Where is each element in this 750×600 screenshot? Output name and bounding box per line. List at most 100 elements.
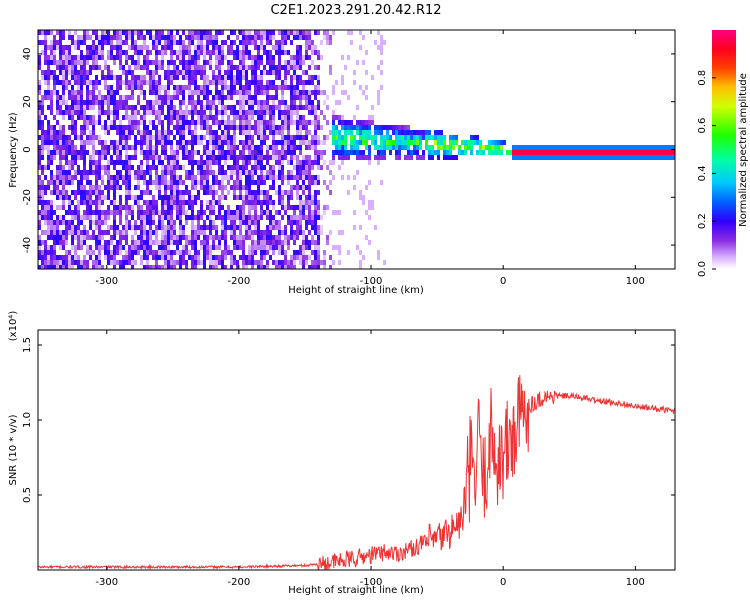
spectrogram-cell (344, 90, 347, 95)
spectrogram-cell (140, 35, 143, 40)
spectrogram-cell (239, 80, 242, 85)
spectrogram-cell (245, 55, 248, 60)
spectrogram-cell (125, 260, 128, 265)
spectrogram-cell (38, 30, 41, 35)
spectrogram-cell (254, 210, 257, 215)
spectrogram-cell (86, 195, 89, 200)
spectrogram-cell (305, 245, 308, 250)
spectrogram-cell (275, 95, 278, 100)
spectrogram-cell (338, 155, 341, 160)
spectrogram-cell (125, 50, 128, 55)
spectrogram-cell (278, 175, 281, 180)
spectrogram-cell (260, 140, 263, 145)
spectrogram-cell (164, 95, 167, 100)
spectrogram-cell (131, 115, 134, 120)
spectrogram-cell (245, 175, 248, 180)
spectrogram-cell (377, 255, 380, 260)
spectrogram-cell (122, 135, 125, 140)
spectrogram-cell (245, 30, 248, 35)
spectrogram-cell (281, 230, 284, 235)
spectrogram-cell (152, 45, 155, 50)
spectrogram-cell (218, 205, 221, 210)
spectrogram-cell (53, 210, 56, 215)
spectrogram-cell (299, 255, 302, 260)
spectrogram-cell (236, 225, 239, 230)
spectrogram-cell (95, 225, 98, 230)
spectrogram-cell (158, 220, 161, 225)
spectrogram-cell (125, 250, 128, 255)
spectrogram-cell (92, 120, 95, 125)
spectrogram-cell (230, 135, 233, 140)
spectrogram-cell (236, 205, 239, 210)
spectrogram-cell (224, 195, 227, 200)
spectrogram-cell (173, 150, 176, 155)
spectrogram-cell (224, 210, 227, 215)
spectrogram-cell (218, 120, 221, 125)
spectrogram-cell (155, 200, 158, 205)
spectrogram-cell (161, 135, 164, 140)
spectrogram-cell (347, 130, 350, 135)
spectrogram-cell (89, 255, 92, 260)
spectrogram-cell (86, 125, 89, 130)
spectrogram-cell (308, 130, 311, 135)
spectrogram-cell (302, 215, 305, 220)
spectrogram-cell (272, 245, 275, 250)
spectrogram-cell (149, 180, 152, 185)
spectrogram-cell (77, 205, 80, 210)
spectrogram-cell (83, 195, 86, 200)
spectrogram-cell (158, 210, 161, 215)
spectrogram-cell (110, 100, 113, 105)
spectrogram-cell (266, 245, 269, 250)
spectrogram-cell (251, 250, 254, 255)
spectrogram-cell (212, 45, 215, 50)
spectrogram-cell (269, 215, 272, 220)
spectrogram-cell (551, 150, 554, 155)
spectrogram-cell (68, 180, 71, 185)
spectrogram-cell (65, 170, 68, 175)
spectrogram-cell (254, 60, 257, 65)
spectrogram-cell (56, 180, 59, 185)
spectrogram-cell (41, 165, 44, 170)
spectrogram-cell (92, 95, 95, 100)
spectrogram-cell (38, 150, 41, 155)
spectrogram-cell (455, 135, 458, 140)
spectrogram-cell (278, 55, 281, 60)
spectrogram-cell (245, 140, 248, 145)
spectrogram-cell (71, 110, 74, 115)
spectrogram-cell (164, 90, 167, 95)
spectrogram-cell (77, 55, 80, 60)
spectrogram-cell (89, 250, 92, 255)
spectrogram-cell (365, 155, 368, 160)
spectrogram-cell (146, 190, 149, 195)
spectrogram-cell (212, 180, 215, 185)
spectrogram-cell (125, 110, 128, 115)
spectrogram-cell (86, 30, 89, 35)
spectrogram-cell (341, 90, 344, 95)
spectrogram-cell (188, 65, 191, 70)
spectrogram-cell (302, 105, 305, 110)
spectrogram-cell (80, 155, 83, 160)
spectrogram-cell (101, 150, 104, 155)
spectrogram-cell (329, 255, 332, 260)
spectrogram-cell (110, 35, 113, 40)
spectrogram-cell (422, 155, 425, 160)
spectrogram-cell (98, 150, 101, 155)
spectrogram-cell (86, 200, 89, 205)
spectrogram-cell (257, 265, 260, 269)
spectrogram-cell (272, 95, 275, 100)
spectrogram-cell (56, 30, 59, 35)
spectrogram-cell (212, 105, 215, 110)
spectrogram-cell (200, 205, 203, 210)
spectrogram-cell (233, 160, 236, 165)
spectrogram-cell (329, 130, 332, 135)
spectrogram-cell (203, 45, 206, 50)
spectrogram-cell (296, 155, 299, 160)
spectrogram-cell (203, 115, 206, 120)
spectrogram-cell (254, 220, 257, 225)
spectrogram-cell (101, 175, 104, 180)
spectrogram-cell (152, 255, 155, 260)
spectrogram-cell (152, 165, 155, 170)
spectrogram-cell (413, 130, 416, 135)
spectrogram-cell (41, 250, 44, 255)
